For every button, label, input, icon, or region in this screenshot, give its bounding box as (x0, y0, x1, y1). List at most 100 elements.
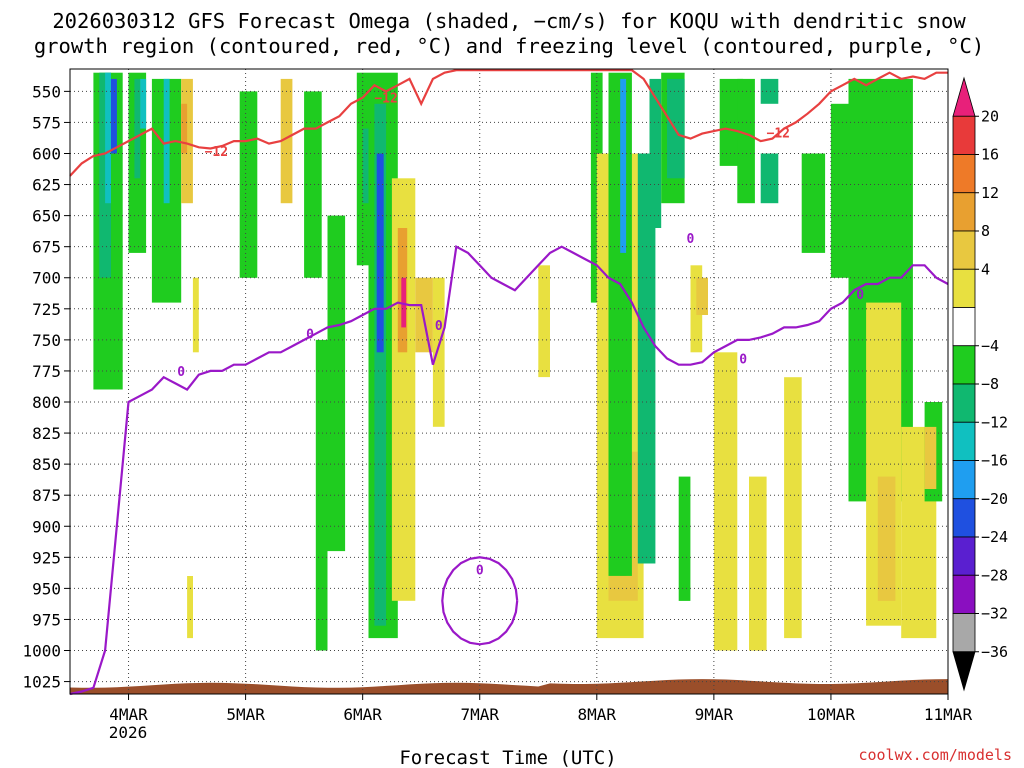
colorbar-swatch (952, 574, 976, 614)
omega-cell (239, 91, 258, 278)
colorbar-swatch (952, 307, 976, 347)
colorbar-label: −24 (981, 528, 1008, 546)
y-tick-label: 650 (32, 207, 61, 226)
colorbar-label: −12 (981, 413, 1008, 431)
y-tick-label: 675 (32, 238, 61, 257)
omega-cell (649, 78, 662, 229)
y-tick-label: 625 (32, 176, 61, 195)
chart-title-line-1: 2026030312 GFS Forecast Omega (shaded, −… (52, 9, 966, 33)
omega-cell (432, 277, 445, 427)
y-tick-label: 700 (32, 269, 61, 288)
y-tick-label: 750 (32, 331, 61, 350)
omega-cell (192, 277, 199, 353)
y-tick-label: 600 (32, 144, 61, 163)
y-tick-label: 825 (32, 424, 61, 443)
omega-cell (401, 277, 406, 328)
x-tick-label: 4MAR (109, 705, 148, 724)
contour-label-freezing: 0 (476, 564, 484, 579)
colorbar-label: −36 (981, 643, 1008, 661)
y-tick-label: 850 (32, 455, 61, 474)
colorbar-swatch (952, 345, 976, 385)
colorbar-label: −20 (981, 490, 1008, 508)
colorbar-bottom-arrow (952, 651, 976, 692)
y-tick-label: 950 (32, 579, 61, 598)
x-tick-label: 6MAR (343, 705, 382, 724)
colorbar-label: 12 (981, 184, 999, 202)
terrain-layer (70, 679, 948, 694)
omega-cell (163, 78, 170, 204)
omega-cell (620, 78, 627, 253)
x-tick-label: 10MAR (807, 705, 856, 724)
colorbar-label: 20 (981, 107, 999, 125)
omega-cell (760, 78, 779, 104)
y-tick-label: 550 (32, 82, 61, 101)
y-tick-label: 925 (32, 548, 61, 567)
omega-cell (760, 153, 779, 204)
contour-freezing_level_0C (69, 244, 949, 696)
colorbar-swatch (952, 613, 976, 653)
contour-label-dgz: −12 (374, 92, 397, 107)
contour-dgz_minus12C (69, 69, 948, 177)
omega-cell (637, 153, 656, 564)
x-axis: 4MAR 5MAR 6MAR 7MAR 8MAR 9MAR 10MAR 11MAR (109, 694, 972, 724)
omega-cell (696, 277, 708, 315)
credit-text: coolwx.com/models (858, 746, 1012, 764)
colorbar-swatch (952, 268, 976, 308)
terrain-shape (70, 679, 948, 694)
colorbar-label: −16 (981, 452, 1008, 470)
colorbar-swatch (952, 536, 976, 576)
omega-cell (538, 265, 550, 378)
x-axis-year-label: 2026 (109, 723, 148, 742)
contour-label-freezing: 0 (306, 328, 314, 343)
omega-cell (315, 339, 328, 651)
colorbar-label: −8 (981, 375, 999, 393)
y-tick-label: 775 (32, 362, 61, 381)
omega-cell (749, 476, 767, 651)
x-tick-label: 7MAR (460, 705, 499, 724)
contour-label-freezing: 0 (687, 232, 695, 247)
colorbar-swatch (952, 421, 976, 461)
colorbar-swatch (952, 498, 976, 538)
omega-cell (304, 91, 322, 278)
colorbar-label: −4 (981, 337, 999, 355)
colorbar-swatch (952, 154, 976, 194)
chart-title-line-2: growth region (contoured, red, °C) and f… (34, 34, 984, 58)
contour-label-freezing: 0 (177, 365, 185, 380)
omega-cell (713, 352, 738, 651)
omega-cell (877, 476, 896, 601)
contour-layer: −12 −12 −12 0 0 0 0 0 0 0 (69, 69, 949, 696)
colorbar-label: 4 (981, 260, 990, 278)
colorbar-label: −28 (981, 566, 1008, 584)
y-tick-label: 725 (32, 300, 61, 319)
plot-frame (69, 68, 949, 695)
grid-layer (70, 69, 949, 694)
omega-cell (187, 576, 193, 639)
omega-cell (280, 78, 293, 204)
colorbar-label: 8 (981, 222, 990, 240)
colorbar-swatch (952, 230, 976, 270)
contour-label-dgz: −12 (205, 145, 228, 160)
contour-freezing-level-loop (441, 556, 519, 646)
colorbar-swatch (952, 460, 976, 500)
omega-cell (111, 78, 117, 154)
colorbar-swatch (952, 115, 976, 155)
omega-cell (391, 178, 416, 601)
contour-label-dgz: −12 (767, 126, 790, 141)
x-tick-label: 8MAR (578, 705, 617, 724)
omega-cell (784, 377, 802, 639)
contour-label-freezing: 0 (435, 319, 443, 334)
omega-cell (181, 103, 188, 154)
x-tick-label: 5MAR (226, 705, 265, 724)
omega-cell (924, 426, 937, 489)
colorbar-label: 16 (981, 146, 999, 164)
y-tick-label: 1025 (22, 673, 61, 692)
omega-cell (105, 72, 111, 204)
y-tick-label: 575 (32, 113, 61, 132)
omega-cell (374, 103, 387, 626)
y-tick-label: 800 (32, 393, 61, 412)
x-tick-label: 11MAR (924, 705, 973, 724)
x-tick-label: 9MAR (695, 705, 734, 724)
colorbar: 20 16 12 8 4 −4 −8 −12 −16 −20 −24 −28 −32 −36 (952, 76, 1008, 692)
y-axis: 550 575 600 625 650 675 700 725 750 775 800 825 850 8… (22, 82, 70, 692)
